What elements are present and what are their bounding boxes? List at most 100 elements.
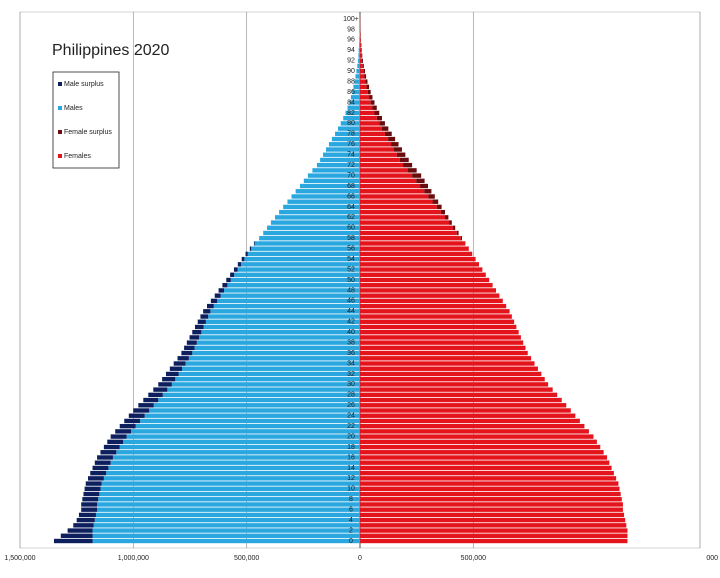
bar — [362, 63, 364, 69]
bar — [320, 157, 360, 163]
bar — [169, 366, 183, 371]
bar — [199, 335, 360, 340]
bar — [251, 246, 360, 251]
bar — [357, 58, 360, 63]
bar — [83, 491, 100, 497]
bar — [196, 340, 360, 345]
bar — [116, 450, 360, 455]
bar — [360, 37, 361, 43]
bar — [360, 277, 490, 283]
bar — [360, 423, 585, 429]
bar — [140, 418, 360, 424]
bar — [207, 303, 214, 309]
bar — [360, 220, 450, 225]
y-tick-label: 0 — [349, 538, 353, 545]
bar — [295, 189, 360, 194]
bar — [222, 283, 228, 288]
bar — [360, 168, 408, 173]
legend-swatch — [58, 154, 62, 158]
bar — [360, 517, 626, 523]
bar — [218, 288, 224, 293]
bar — [92, 528, 361, 533]
bar — [350, 95, 360, 100]
bar — [97, 455, 113, 460]
y-tick-label: 60 — [347, 225, 355, 232]
bar — [184, 345, 195, 351]
bar — [81, 507, 98, 512]
bar — [307, 173, 360, 178]
bar — [360, 121, 380, 126]
bar — [234, 272, 360, 277]
bar — [186, 340, 197, 345]
bar — [312, 168, 360, 173]
bar — [331, 136, 360, 142]
y-tick-label: 2 — [349, 527, 353, 534]
bar — [101, 481, 360, 486]
bar — [445, 215, 449, 220]
bar — [335, 131, 360, 137]
bar — [90, 470, 107, 476]
legend-label: Female surplus — [64, 129, 112, 136]
bar — [360, 403, 567, 408]
bar — [123, 439, 360, 445]
bar — [360, 465, 612, 471]
bar — [460, 236, 462, 241]
y-tick-label: 100+ — [343, 16, 359, 23]
y-tick-label: 72 — [347, 162, 355, 169]
y-tick-label: 76 — [347, 141, 355, 148]
bar — [237, 267, 360, 272]
bar — [360, 272, 486, 277]
y-tick-label: 74 — [347, 152, 355, 159]
bar — [360, 230, 457, 236]
bar — [153, 387, 168, 392]
bar — [192, 350, 360, 356]
bar — [403, 162, 413, 168]
bar — [360, 69, 364, 74]
bar — [201, 330, 360, 335]
bar — [328, 142, 360, 147]
labels: 1,500,000 1,000,000 500,000 0 500,000 0000246… — [4, 16, 718, 562]
bar — [362, 58, 363, 63]
bar — [98, 497, 360, 502]
bar — [360, 314, 512, 319]
bar — [360, 236, 461, 241]
bar — [360, 267, 483, 272]
bar — [210, 298, 218, 304]
bar — [360, 512, 625, 518]
y-tick-label: 18 — [347, 444, 355, 451]
legend-label: Females — [64, 153, 91, 160]
bar — [279, 209, 360, 215]
bar — [394, 147, 402, 152]
bar — [200, 314, 209, 319]
bar — [360, 444, 601, 450]
bar — [360, 392, 558, 398]
y-tick-label: 20 — [347, 433, 355, 440]
bar — [217, 298, 360, 304]
bar — [424, 189, 432, 194]
bar — [361, 53, 363, 58]
y-tick-label: 4 — [349, 517, 353, 524]
y-tick-label: 84 — [347, 99, 355, 106]
bar — [143, 397, 159, 403]
bar — [360, 136, 389, 142]
y-tick-label: 68 — [347, 183, 355, 190]
bar — [88, 476, 104, 481]
bar — [259, 236, 360, 241]
y-tick-label: 64 — [347, 204, 355, 211]
bar — [303, 178, 360, 184]
bar — [452, 225, 456, 230]
bar — [254, 241, 360, 246]
bar — [171, 382, 360, 387]
bar — [356, 69, 360, 74]
bar — [360, 293, 500, 298]
bar — [247, 251, 360, 257]
bar — [360, 204, 437, 210]
bar — [124, 418, 141, 424]
bar — [365, 79, 368, 84]
bar — [369, 95, 373, 100]
bar — [428, 194, 435, 199]
bar — [432, 199, 439, 204]
bar — [360, 470, 614, 476]
bar — [360, 105, 373, 110]
bar — [360, 74, 365, 79]
